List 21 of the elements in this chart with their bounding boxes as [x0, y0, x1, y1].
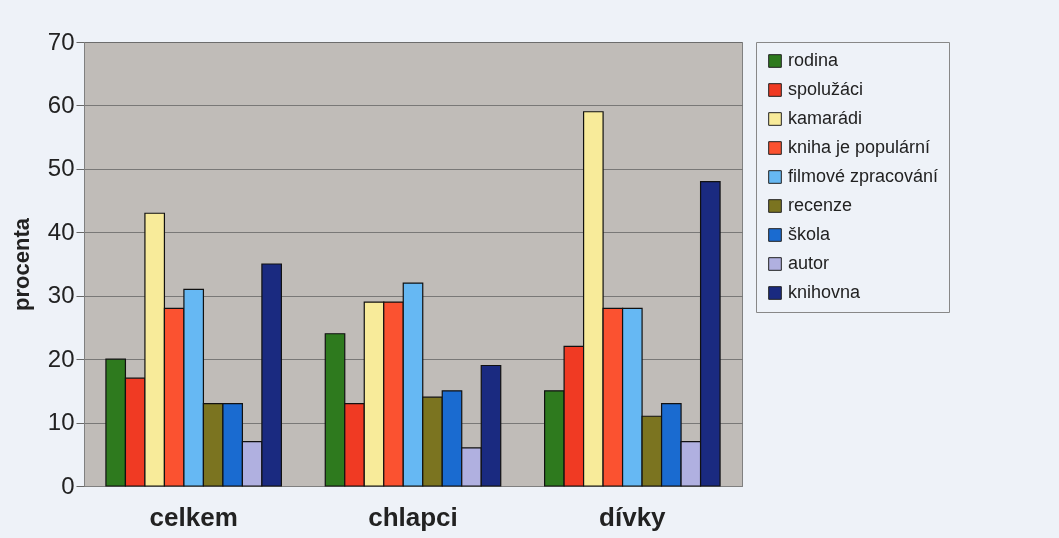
x-tick-label: chlapci: [368, 501, 458, 532]
x-tick-label: celkem: [149, 501, 238, 532]
legend-label: spolužáci: [788, 79, 864, 99]
y-tick-label: 70: [47, 27, 75, 55]
legend-label: knihovna: [788, 282, 862, 302]
y-tick-label: 10: [47, 408, 75, 436]
legend-label: rodina: [788, 50, 840, 70]
y-tick-label: 30: [47, 281, 75, 309]
y-tick-label: 20: [47, 344, 75, 372]
legend-label: kniha je populární: [788, 137, 931, 157]
y-tick-label: 0: [61, 471, 75, 499]
legend-label: kamarádi: [788, 108, 863, 128]
legend-label: autor: [788, 253, 830, 273]
y-tick-label: 60: [47, 90, 75, 118]
legend-label: filmové zpracování: [788, 166, 939, 186]
legend-label: recenze: [788, 195, 853, 215]
y-axis-title: procenta: [8, 217, 34, 311]
y-tick-label: 50: [47, 154, 75, 182]
x-tick-label: dívky: [599, 501, 667, 532]
legend-label: škola: [788, 224, 832, 244]
y-tick-label: 40: [47, 217, 75, 245]
